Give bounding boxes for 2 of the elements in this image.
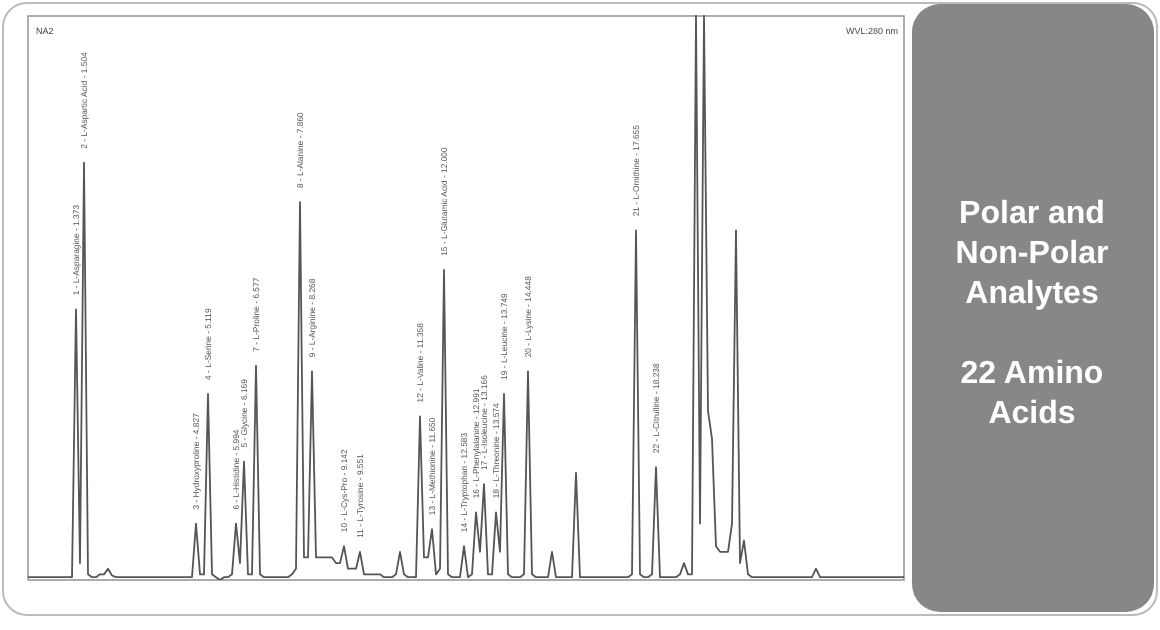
text: 22 Amino Acids [960, 357, 1104, 431]
text: Polar and Non-Polar Analytes [955, 197, 1109, 311]
